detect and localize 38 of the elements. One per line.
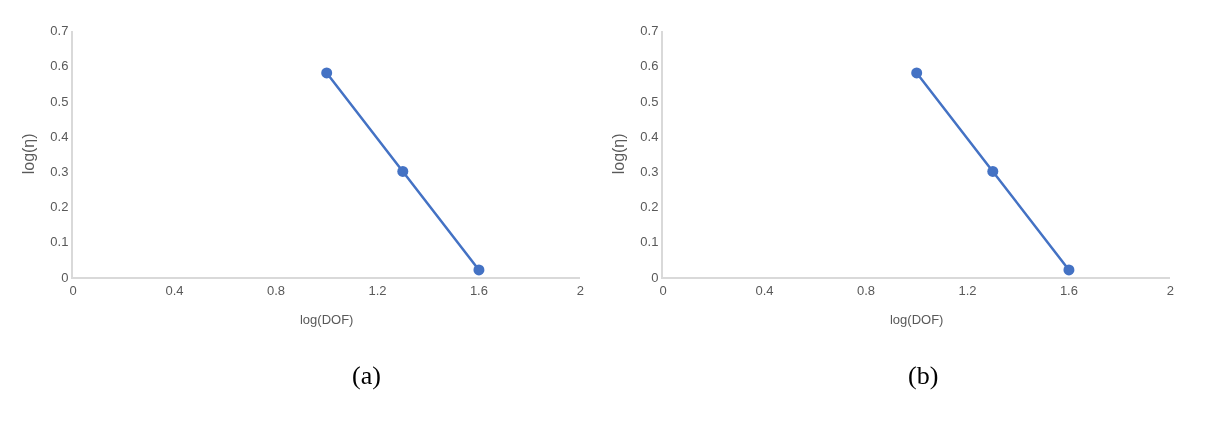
y-tick-label: 0.7 xyxy=(640,23,659,39)
x-tick-label: 2 xyxy=(576,282,585,298)
y-tick-label: 0.6 xyxy=(640,58,659,74)
y-tick-label: 0.3 xyxy=(50,164,69,179)
x-tick-label: 0.8 xyxy=(266,282,285,298)
x-tick-label: 1.6 xyxy=(1059,282,1078,298)
x-tick-label: 0.8 xyxy=(856,282,875,298)
y-tick-label: 0.2 xyxy=(640,199,659,215)
y-tick-label: 0.6 xyxy=(50,58,69,74)
x-tick-label: 0.4 xyxy=(755,282,774,298)
y-tick-label: 0.2 xyxy=(50,199,69,215)
x-tick-label: 0.4 xyxy=(165,282,184,298)
y-tick-label: 0.1 xyxy=(50,234,69,250)
y-tick-label: 0.7 xyxy=(50,23,69,39)
text: (b) xyxy=(908,361,939,390)
x-tick-label: 1.2 xyxy=(368,282,387,298)
y-tick-label: 0.5 xyxy=(50,93,69,109)
point xyxy=(987,165,999,177)
point xyxy=(911,67,923,79)
y-tick-label: 0.4 xyxy=(640,128,659,144)
y-tick-label: 0.1 xyxy=(640,234,659,250)
point xyxy=(1063,264,1075,276)
x-axis-title: log(DOF) xyxy=(299,311,354,327)
y-tick-label: 0 xyxy=(61,269,69,285)
text: (a) xyxy=(352,361,381,390)
point xyxy=(397,165,409,177)
y-tick-label: 0.3 xyxy=(640,164,659,179)
y-tick-label: 0.4 xyxy=(50,128,69,144)
x-tick-label: 1.6 xyxy=(469,282,488,298)
y-tick-label: 0.5 xyxy=(640,93,659,109)
y-axis-title: log(η) xyxy=(609,133,627,175)
x-tick-label: 2 xyxy=(1166,282,1175,298)
x-tick-label: 1.2 xyxy=(958,282,977,298)
point xyxy=(321,67,333,79)
y-tick-label: 0 xyxy=(651,269,659,285)
x-axis-title: log(DOF) xyxy=(889,311,944,327)
point xyxy=(473,264,485,276)
y-axis-title: log(η) xyxy=(19,133,37,175)
